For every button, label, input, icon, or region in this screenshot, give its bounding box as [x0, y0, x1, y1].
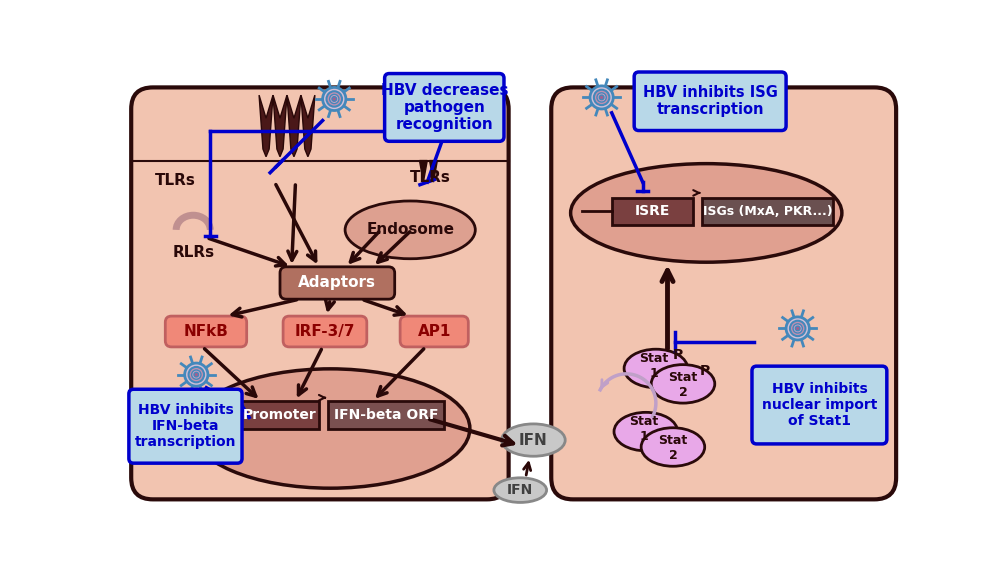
Ellipse shape: [330, 94, 339, 103]
Text: IFN: IFN: [519, 433, 548, 448]
FancyBboxPatch shape: [165, 316, 247, 347]
Text: Stat
1: Stat 1: [629, 415, 658, 443]
Ellipse shape: [323, 87, 346, 111]
Ellipse shape: [594, 90, 609, 105]
Ellipse shape: [597, 93, 606, 102]
Polygon shape: [420, 161, 427, 182]
Ellipse shape: [651, 365, 715, 403]
Text: Stat
1: Stat 1: [639, 352, 668, 380]
Text: ISRE: ISRE: [634, 204, 670, 218]
Ellipse shape: [326, 91, 342, 107]
Bar: [240, 401, 319, 428]
Ellipse shape: [614, 412, 678, 451]
Text: Adaptors: Adaptors: [298, 275, 376, 290]
Ellipse shape: [502, 424, 565, 456]
Ellipse shape: [786, 317, 809, 340]
FancyBboxPatch shape: [129, 389, 242, 463]
Ellipse shape: [345, 201, 475, 259]
Polygon shape: [287, 95, 301, 157]
Text: RLRs: RLRs: [173, 245, 215, 260]
FancyBboxPatch shape: [634, 72, 786, 131]
FancyBboxPatch shape: [131, 87, 509, 499]
Ellipse shape: [641, 428, 705, 466]
Ellipse shape: [590, 86, 613, 109]
Text: P: P: [700, 364, 710, 378]
FancyBboxPatch shape: [385, 73, 504, 141]
Ellipse shape: [192, 370, 201, 379]
Text: P: P: [673, 348, 683, 362]
Ellipse shape: [332, 97, 337, 101]
Text: Stat
2: Stat 2: [658, 434, 688, 462]
Ellipse shape: [793, 324, 802, 333]
Text: IFN-beta ORF: IFN-beta ORF: [334, 408, 438, 421]
FancyBboxPatch shape: [400, 316, 468, 347]
Polygon shape: [301, 95, 315, 157]
Text: HBV decreases
pathogen
recognition: HBV decreases pathogen recognition: [381, 82, 508, 132]
Text: Promoter: Promoter: [242, 408, 316, 421]
Bar: [328, 401, 444, 428]
FancyBboxPatch shape: [752, 366, 887, 444]
FancyBboxPatch shape: [280, 267, 395, 299]
Ellipse shape: [191, 369, 470, 488]
Ellipse shape: [571, 164, 842, 262]
Text: Stat
2: Stat 2: [668, 371, 698, 399]
Bar: [612, 198, 693, 225]
Ellipse shape: [194, 372, 199, 377]
Text: NFkB: NFkB: [183, 324, 228, 339]
Ellipse shape: [795, 326, 800, 331]
Text: IRF-3/7: IRF-3/7: [295, 324, 355, 339]
Text: Endosome: Endosome: [366, 222, 454, 237]
Polygon shape: [430, 161, 437, 182]
Bar: [702, 198, 833, 225]
Ellipse shape: [494, 478, 547, 503]
Text: TLRs: TLRs: [410, 170, 451, 185]
Text: ISGs (MxA, PKR...): ISGs (MxA, PKR...): [703, 205, 832, 218]
Text: HBV inhibits ISG
transcription: HBV inhibits ISG transcription: [643, 85, 778, 118]
Text: IFN: IFN: [507, 483, 533, 497]
Ellipse shape: [790, 321, 805, 336]
Text: AP1: AP1: [418, 324, 451, 339]
Polygon shape: [273, 95, 287, 157]
Ellipse shape: [599, 95, 604, 100]
Text: HBV inhibits
nuclear import
of Stat1: HBV inhibits nuclear import of Stat1: [762, 382, 877, 428]
FancyBboxPatch shape: [283, 316, 367, 347]
Ellipse shape: [189, 367, 204, 382]
Text: TLRs: TLRs: [154, 173, 195, 188]
Text: HBV inhibits
IFN-beta
transcription: HBV inhibits IFN-beta transcription: [135, 403, 236, 449]
Ellipse shape: [624, 349, 688, 388]
Polygon shape: [259, 95, 273, 157]
Ellipse shape: [185, 363, 208, 386]
FancyBboxPatch shape: [551, 87, 896, 499]
